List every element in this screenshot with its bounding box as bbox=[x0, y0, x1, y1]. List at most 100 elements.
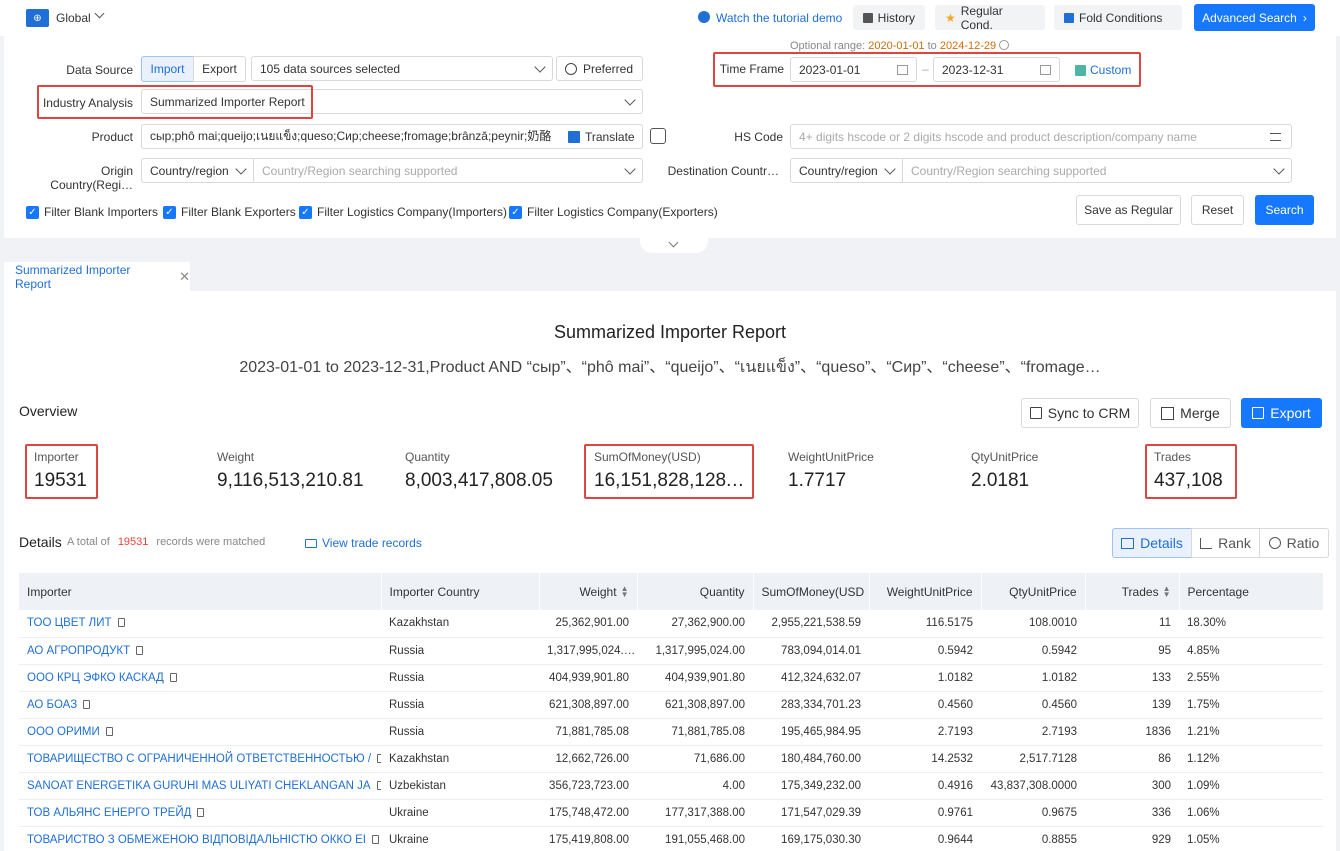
cell-importer[interactable]: SANOAT ENERGETIKA GURUHI MAS ULIYATI CHE… bbox=[19, 772, 381, 800]
chevron-right-icon: › bbox=[1302, 10, 1307, 25]
copy-icon[interactable] bbox=[117, 618, 125, 628]
origin-country-input[interactable]: Country/Region searching supported bbox=[253, 158, 643, 183]
cell-weight: 175,748,472.00 bbox=[539, 799, 637, 827]
filter-logistics-exporters-checkbox[interactable]: ✓ Filter Logistics Company(Exporters) bbox=[509, 205, 718, 219]
industry-select[interactable]: Summarized Importer Report bbox=[141, 89, 643, 114]
copy-icon[interactable] bbox=[371, 834, 379, 844]
cell-weight: 1,317,995,024.… bbox=[539, 637, 637, 665]
cell-importer[interactable]: ТОВАРИСТВО З ОБМЕЖЕНОЮ ВІДПОВІДАЛЬНІСТЮ … bbox=[19, 826, 381, 851]
industry-label: Industry Analysis bbox=[42, 96, 133, 110]
export-button[interactable]: Export bbox=[1241, 398, 1322, 428]
table-row: АО АГРОПРОДУКТ Russia 1,317,995,024.… 1,317… bbox=[19, 637, 1323, 665]
cell-importer[interactable]: АО БОАЗ bbox=[19, 691, 381, 719]
date-from-input[interactable]: 2023-01-01 bbox=[790, 57, 917, 82]
collapse-handle[interactable] bbox=[640, 237, 708, 253]
fold-conditions-button[interactable]: Fold Conditions bbox=[1054, 5, 1182, 30]
filter-blank-importers-checkbox[interactable]: ✓ Filter Blank Importers bbox=[26, 205, 158, 219]
copy-icon[interactable] bbox=[136, 645, 144, 655]
calendar-icon bbox=[1040, 65, 1051, 75]
cell-importer[interactable]: ООО ОРИМИ bbox=[19, 718, 381, 746]
metric-sum-value: 16,151,828,128.… bbox=[594, 470, 746, 491]
data-sources-select[interactable]: 105 data sources selected bbox=[251, 56, 553, 81]
export-toggle[interactable]: Export bbox=[193, 56, 246, 82]
region-select[interactable]: Global bbox=[56, 11, 91, 25]
importer-link[interactable]: АО АГРОПРОДУКТ bbox=[27, 644, 131, 657]
cell-country: Russia bbox=[381, 691, 539, 719]
close-icon[interactable]: ✕ bbox=[179, 268, 190, 284]
col-trades[interactable]: Trades ▲ ▼ bbox=[1085, 573, 1180, 610]
cell-quantity: 71,881,785.08 bbox=[637, 718, 753, 746]
copy-icon[interactable] bbox=[197, 807, 205, 817]
view-trade-records-link[interactable]: View trade records bbox=[305, 536, 422, 550]
cell-sum: 283,334,701.23 bbox=[753, 691, 869, 719]
col-weight[interactable]: Weight ▲ ▼ bbox=[539, 573, 638, 610]
product-label: Product bbox=[91, 130, 133, 144]
import-toggle[interactable]: Import bbox=[141, 56, 194, 82]
cell-weight-unit-price: 2.7193 bbox=[869, 718, 981, 746]
origin-type-select[interactable]: Country/region bbox=[141, 158, 254, 183]
play-icon bbox=[698, 11, 710, 23]
cell-importer[interactable]: АО АГРОПРОДУКТ bbox=[19, 637, 381, 665]
report-title: Summarized Importer Report bbox=[553, 322, 787, 342]
importer-link[interactable]: SANOAT ENERGETIKA GURUHI MAS ULIYATI CHE… bbox=[27, 779, 371, 792]
importer-link[interactable]: ТОВАРИЩЕСТВО С ОГРАНИЧЕННОЙ ОТВЕТСТВЕННО… bbox=[27, 752, 372, 765]
destination-type-select[interactable]: Country/region bbox=[790, 158, 903, 183]
cell-importer[interactable]: ТОВ АЛЬЯНС ЕНЕРГО ТРЕЙД bbox=[19, 799, 381, 827]
importer-link[interactable]: АО БОАЗ bbox=[27, 698, 78, 711]
filter-logistics-importers-checkbox[interactable]: ✓ Filter Logistics Company(Importers) bbox=[299, 205, 507, 219]
preferred-button[interactable]: Preferred bbox=[556, 56, 643, 81]
importer-link[interactable]: ТОО ЦВЕТ ЛИТ bbox=[27, 617, 112, 630]
merge-button[interactable]: Merge bbox=[1150, 398, 1231, 428]
importer-link[interactable]: ООО ОРИМИ bbox=[27, 725, 100, 738]
chevron-down-icon bbox=[534, 61, 546, 73]
save-regular-button[interactable]: Save as Regular bbox=[1076, 195, 1181, 225]
view-ratio-button[interactable]: Ratio bbox=[1259, 528, 1329, 558]
filter-blank-exporters-checkbox[interactable]: ✓ Filter Blank Exporters bbox=[163, 205, 296, 219]
reset-button[interactable]: Reset bbox=[1191, 195, 1244, 225]
cell-percentage: 1.05% bbox=[1179, 826, 1323, 851]
metric-trades-value: 437,108 bbox=[1154, 470, 1223, 491]
cell-weight-unit-price: 0.4916 bbox=[869, 772, 981, 800]
sync-icon bbox=[1029, 407, 1042, 419]
cell-importer[interactable]: ТОО ЦВЕТ ЛИТ bbox=[19, 610, 381, 638]
hs-code-input[interactable]: 4+ digits hscode or 2 digits hscode and … bbox=[790, 124, 1292, 149]
chevron-down-icon bbox=[624, 163, 636, 175]
cell-quantity: 1,317,995,024.00 bbox=[637, 637, 753, 665]
sort-icon: ▲ ▼ bbox=[620, 584, 629, 600]
copy-icon[interactable] bbox=[83, 699, 91, 709]
copy-icon[interactable] bbox=[377, 753, 381, 763]
copy-icon[interactable] bbox=[105, 726, 113, 736]
regular-cond-button[interactable]: ★ Regular Cond. bbox=[935, 4, 1045, 32]
advanced-search-button[interactable]: Advanced Search › bbox=[1194, 4, 1315, 31]
view-details-button[interactable]: Details bbox=[1112, 528, 1192, 558]
date-to-input[interactable]: 2023-12-31 bbox=[933, 57, 1060, 82]
tab-summarized-importer-report[interactable]: Summarized Importer Report ✕ bbox=[4, 262, 190, 291]
chevron-down-icon[interactable] bbox=[94, 8, 105, 19]
search-button[interactable]: Search bbox=[1255, 195, 1314, 225]
translate-button[interactable]: Translate bbox=[568, 130, 635, 144]
cell-country: Russia bbox=[381, 664, 539, 692]
tutorial-link[interactable]: Watch the tutorial demo bbox=[716, 11, 843, 25]
history-button[interactable]: History bbox=[853, 5, 925, 30]
cell-weight-unit-price: 0.4560 bbox=[869, 691, 981, 719]
view-rank-button[interactable]: Rank bbox=[1191, 528, 1260, 558]
sync-crm-button[interactable]: Sync to CRM bbox=[1021, 398, 1139, 428]
cell-sum: 180,484,760.00 bbox=[753, 745, 869, 773]
importer-link[interactable]: ТОВАРИСТВО З ОБМЕЖЕНОЮ ВІДПОВІДАЛЬНІСТЮ … bbox=[27, 833, 366, 846]
product-input[interactable]: сыр;phô mai;queijo;เนยแข็ง;queso;Сир;che… bbox=[141, 124, 643, 149]
scan-icon[interactable] bbox=[650, 128, 666, 144]
globe-icon[interactable]: ⊕ bbox=[26, 9, 49, 27]
cell-percentage: 1.12% bbox=[1179, 745, 1323, 773]
metric-quantity-label: Quantity bbox=[405, 450, 450, 464]
metric-qty-unit-price-value: 2.0181 bbox=[971, 470, 1030, 491]
cell-importer[interactable]: ТОВАРИЩЕСТВО С ОГРАНИЧЕННОЙ ОТВЕТСТВЕННО… bbox=[19, 745, 381, 773]
copy-icon[interactable] bbox=[376, 780, 381, 790]
custom-button[interactable]: Custom bbox=[1075, 63, 1131, 77]
chevron-down-icon bbox=[668, 237, 679, 248]
destination-country-input[interactable]: Country/Region searching supported bbox=[902, 158, 1292, 183]
importer-link[interactable]: ООО КРЦ ЭФКО КАСКАД bbox=[27, 671, 164, 684]
cell-qty-unit-price: 0.4560 bbox=[981, 691, 1085, 719]
importer-link[interactable]: ТОВ АЛЬЯНС ЕНЕРГО ТРЕЙД bbox=[27, 806, 192, 819]
cell-importer[interactable]: ООО КРЦ ЭФКО КАСКАД bbox=[19, 664, 381, 692]
copy-icon[interactable] bbox=[169, 672, 177, 682]
